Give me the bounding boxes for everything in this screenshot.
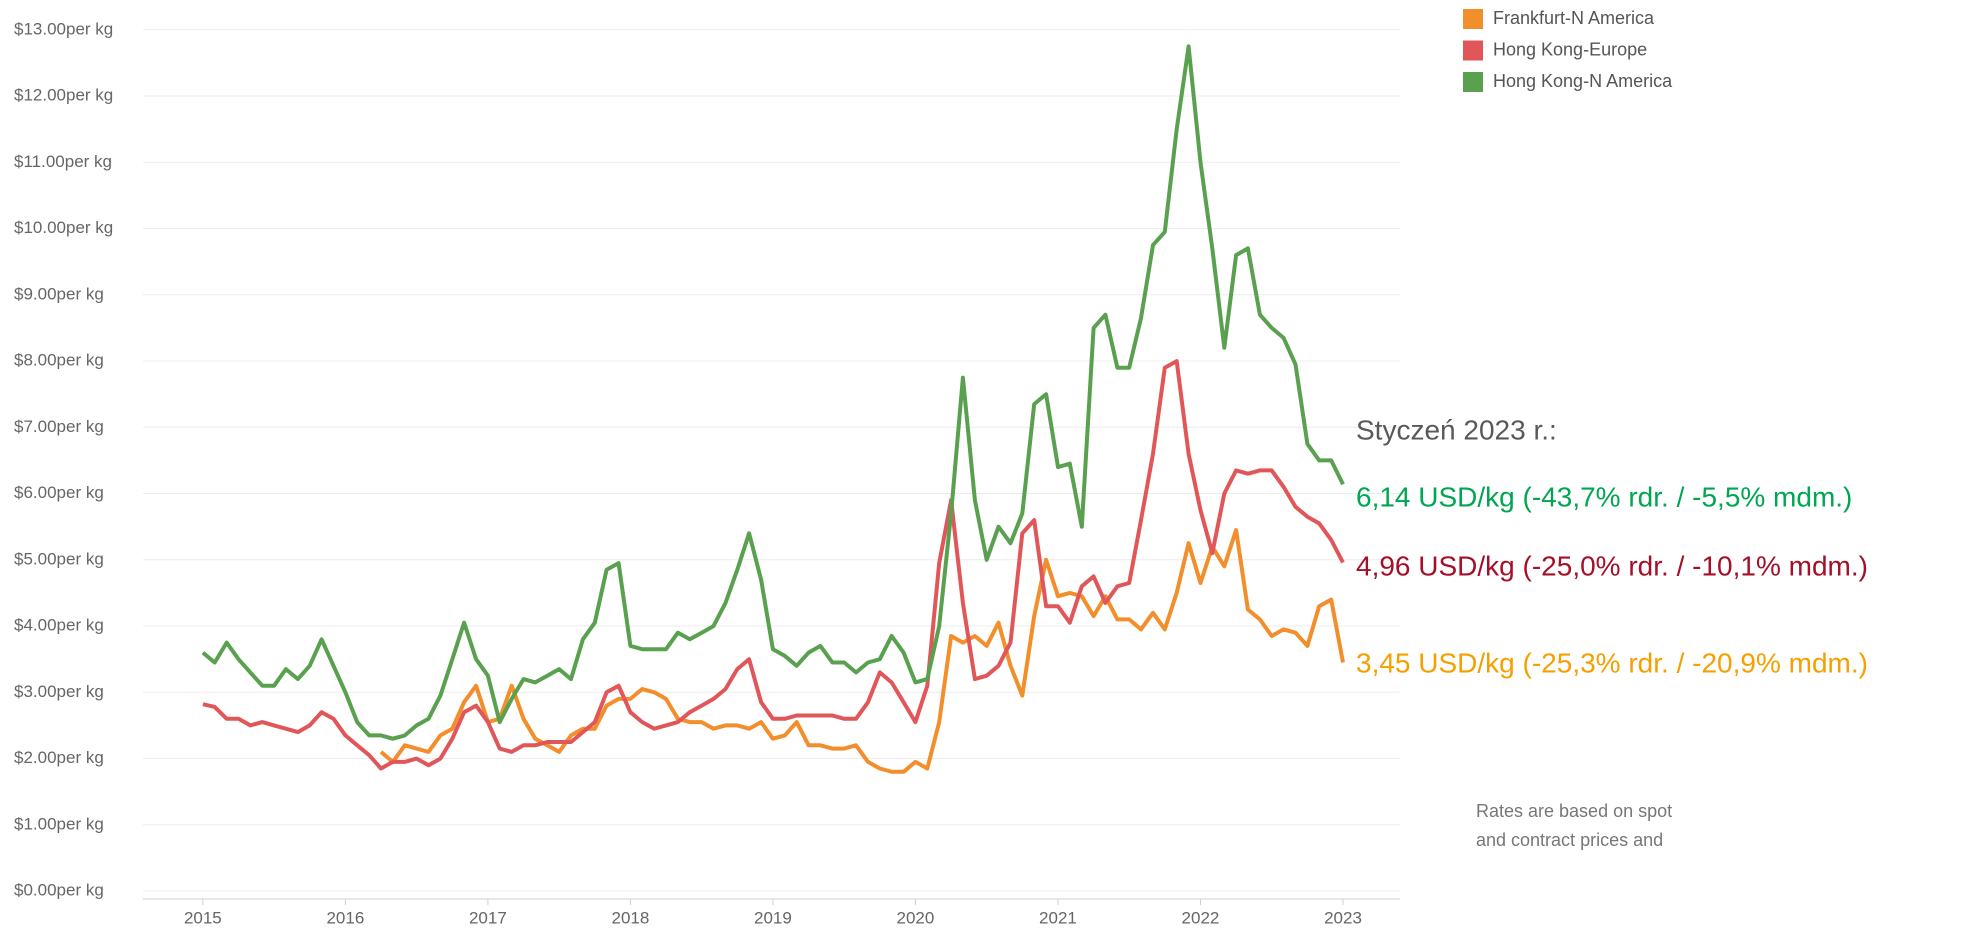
y-tick-label: $0.00per kg xyxy=(14,881,104,900)
y-tick-label: $4.00per kg xyxy=(14,616,104,635)
line-series xyxy=(201,44,1345,741)
legend-label: Hong Kong-N America xyxy=(1493,71,1673,91)
legend-swatch xyxy=(1463,40,1483,61)
y-tick-label: $5.00per kg xyxy=(14,549,104,568)
x-tick-label: 2016 xyxy=(326,908,364,927)
x-tick-label: 2021 xyxy=(1039,908,1077,927)
x-tick-label: 2017 xyxy=(469,908,507,927)
annotation: 6,14 USD/kg (-43,7% rdr. / -5,5% mdm.) xyxy=(1356,481,1852,512)
annotation: 3,45 USD/kg (-25,3% rdr. / -20,9% mdm.) xyxy=(1356,647,1868,678)
note: Rates are based on spot xyxy=(1476,801,1672,821)
x-tick-label: 2018 xyxy=(611,908,649,927)
legend-swatch xyxy=(1463,9,1483,29)
legend-label: Frankfurt-N America xyxy=(1493,8,1655,28)
y-tick-label: $1.00per kg xyxy=(14,814,104,833)
annotation: Styczeń 2023 r.: xyxy=(1356,414,1557,445)
y-tick-label: $12.00per kg xyxy=(14,86,113,105)
line-series xyxy=(202,359,1345,771)
y-tick-label: $8.00per kg xyxy=(14,351,104,370)
y-tick-label: $11.00per kg xyxy=(14,152,112,171)
x-tick-label: 2023 xyxy=(1324,908,1362,927)
x-tick-label: 2019 xyxy=(754,908,792,927)
x-tick-label: 2022 xyxy=(1182,908,1220,927)
legend-swatch xyxy=(1463,72,1483,92)
x-tick-label: 2020 xyxy=(897,908,935,927)
annotation: 4,96 USD/kg (-25,0% rdr. / -10,1% mdm.) xyxy=(1356,550,1868,581)
y-tick-label: $13.00per kg xyxy=(14,19,113,38)
y-tick-label: $9.00per kg xyxy=(14,284,104,303)
legend-label: Hong Kong-Europe xyxy=(1493,39,1647,59)
y-tick-label: $7.00per kg xyxy=(14,417,104,436)
y-tick-label: $3.00per kg xyxy=(14,682,104,701)
y-tick-label: $2.00per kg xyxy=(14,748,104,767)
y-tick-label: $10.00per kg xyxy=(14,218,113,237)
x-tick-label: 2015 xyxy=(184,908,222,927)
line-series xyxy=(379,528,1345,774)
note: and contract prices and xyxy=(1476,830,1663,850)
y-tick-label: $6.00per kg xyxy=(14,483,104,502)
